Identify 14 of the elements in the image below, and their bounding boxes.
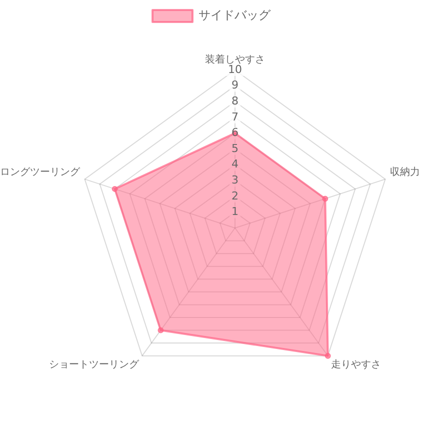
y-tick-label: 4 [232,158,238,171]
y-tick-label: 3 [232,173,238,186]
y-tick-label: 9 [232,78,238,92]
y-tick-label: 8 [232,94,238,108]
y-tick-label: 5 [232,142,238,155]
y-tick-label: 7 [232,110,238,124]
y-tick-label: 2 [232,189,238,202]
legend-label: サイドバッグ [198,8,272,22]
spoke-label: 走りやすさ [330,358,381,370]
spoke-label: ロングツーリング [0,167,81,178]
spoke-label: 収納力 [390,166,420,178]
y-tick-label: 10 [228,62,242,76]
y-tick-label: 1 [232,205,238,218]
spoke-label: ショートツーリング [49,359,140,370]
